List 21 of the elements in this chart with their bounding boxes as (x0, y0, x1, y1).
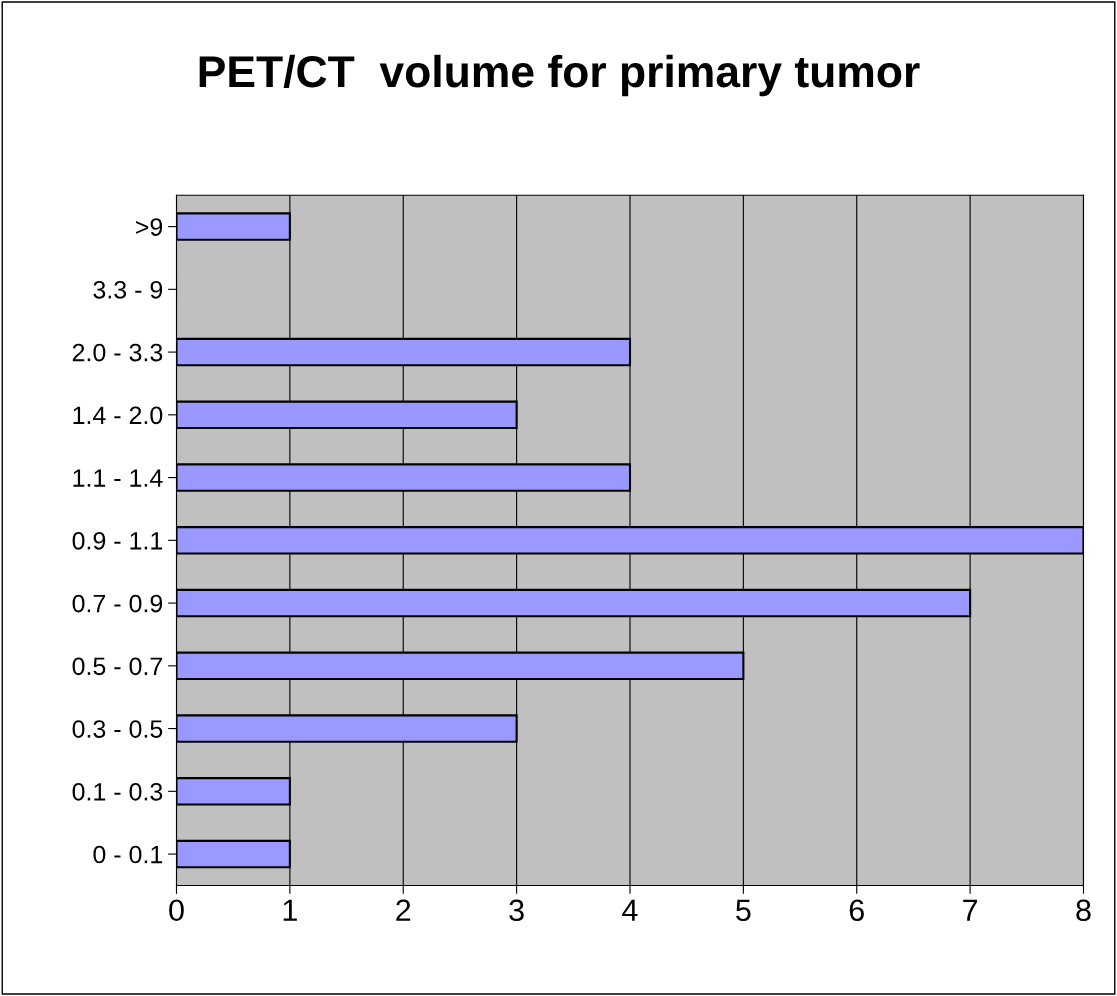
y-tick-label: 1.1 - 1.4 (73, 469, 163, 487)
y-tick-label: 0 - 0.1 (93, 845, 163, 864)
y-tick-label: 0.7 - 0.9 (72, 594, 163, 613)
y-tick-label: >9 (136, 218, 163, 236)
y-tick-label: 0.3 - 0.5 (72, 720, 163, 738)
x-tick-label: 4 (622, 899, 638, 921)
x-tick-label: 5 (736, 899, 751, 922)
x-tick-label: 6 (849, 899, 864, 922)
x-tick-label: 7 (963, 899, 978, 921)
x-tick-label: 0 (169, 899, 184, 922)
x-tick-label: 3 (509, 899, 524, 922)
chart-title: PET/CT volume for primary tumor (199, 54, 920, 97)
y-tick-label: 0.1 - 0.3 (72, 782, 163, 801)
x-tick-label: 2 (396, 899, 411, 921)
y-tick-label: 0.5 - 0.7 (72, 657, 163, 676)
y-tick-label: 1.4 - 2.0 (73, 406, 163, 425)
x-tick-label: 1 (283, 899, 297, 921)
y-tick-label: 0.9 - 1.1 (72, 531, 163, 550)
x-tick-label: 8 (1076, 899, 1091, 922)
y-tick-label: 2.0 - 3.3 (72, 343, 163, 362)
y-tick-label: 3.3 - 9 (93, 280, 163, 299)
